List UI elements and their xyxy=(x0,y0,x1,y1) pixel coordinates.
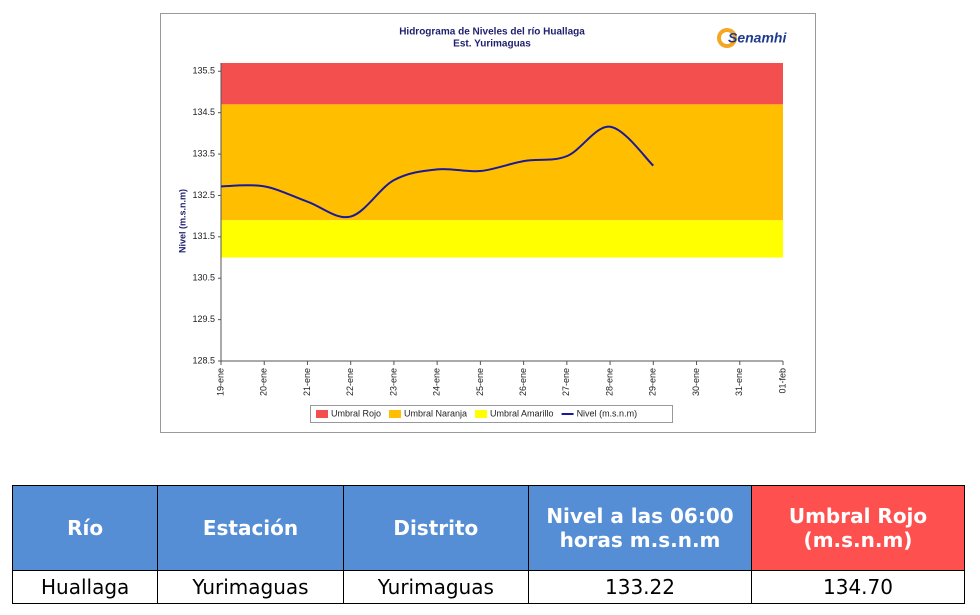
x-tick-label: 22-ene xyxy=(345,368,355,396)
cell: Yurimaguas xyxy=(157,570,344,604)
logo-icon xyxy=(717,28,737,48)
chart: Hidrograma de Niveles del río Huallaga E… xyxy=(160,13,816,433)
cell: 133.22 xyxy=(528,570,752,604)
legend-box xyxy=(310,405,673,423)
y-tick-label: 133.5 xyxy=(192,148,215,158)
header-cell: Río xyxy=(11,485,159,571)
threshold-band xyxy=(221,104,783,221)
x-tick-label: 28-ene xyxy=(604,368,614,396)
legend-label: Umbral Rojo xyxy=(331,408,381,418)
x-tick-label: 27-ene xyxy=(561,368,571,396)
y-tick-label: 128.5 xyxy=(192,355,215,365)
header-cell: Umbral Rojo (m.s.n.m) xyxy=(751,485,965,571)
legend-label: Nivel (m.s.n.m) xyxy=(577,408,638,418)
y-axis-label: Nivel (m.s.n.m) xyxy=(177,189,187,253)
threshold-band xyxy=(221,63,783,105)
cell: 134.70 xyxy=(751,570,965,604)
header-cell: Distrito xyxy=(342,485,530,571)
data-table: Río Estación Distrito Nivel a las 06:00 … xyxy=(11,485,965,604)
legend-swatch xyxy=(475,410,488,418)
x-tick-label: 29-ene xyxy=(648,368,658,396)
series-line xyxy=(220,125,655,219)
x-tick-label: 01-feb xyxy=(777,368,787,394)
header-cell: Estación xyxy=(157,485,344,571)
x-tick-label: 25-ene xyxy=(475,368,485,396)
x-tick-label: 30-ene xyxy=(691,368,701,396)
x-tick-label: 19-ene xyxy=(215,368,225,396)
y-tick-label: 129.5 xyxy=(192,314,215,324)
y-tick-label: 130.5 xyxy=(192,273,215,283)
y-tick-label: 135.5 xyxy=(192,66,215,76)
x-tick-label: 31-ene xyxy=(734,368,744,396)
chart-subtitle: Est. Yurimaguas xyxy=(453,39,531,50)
chart-title: Hidrograma de Niveles del río Huallaga xyxy=(399,27,585,38)
cell: Yurimaguas xyxy=(342,570,530,604)
legend-swatch xyxy=(316,410,328,418)
x-tick-label: 26-ene xyxy=(518,368,528,396)
threshold-band xyxy=(221,220,783,258)
header-cell: Nivel a las 06:00 horas m.s.n.m xyxy=(528,485,752,571)
logo-text: Senamhi xyxy=(728,30,787,46)
x-tick-label: 24-ene xyxy=(432,368,442,396)
y-tick-label: 131.5 xyxy=(192,231,215,241)
y-tick-label: 132.5 xyxy=(192,190,215,200)
legend-swatch xyxy=(389,410,402,418)
x-tick-label: 21-ene xyxy=(302,368,312,396)
legend-label: Umbral Amarillo xyxy=(490,408,554,418)
x-tick-label: 23-ene xyxy=(388,368,398,396)
legend-label: Umbral Naranja xyxy=(404,408,467,418)
x-tick-label: 20-ene xyxy=(259,368,269,396)
cell: Huallaga xyxy=(11,570,159,604)
y-tick-label: 134.5 xyxy=(192,107,215,117)
